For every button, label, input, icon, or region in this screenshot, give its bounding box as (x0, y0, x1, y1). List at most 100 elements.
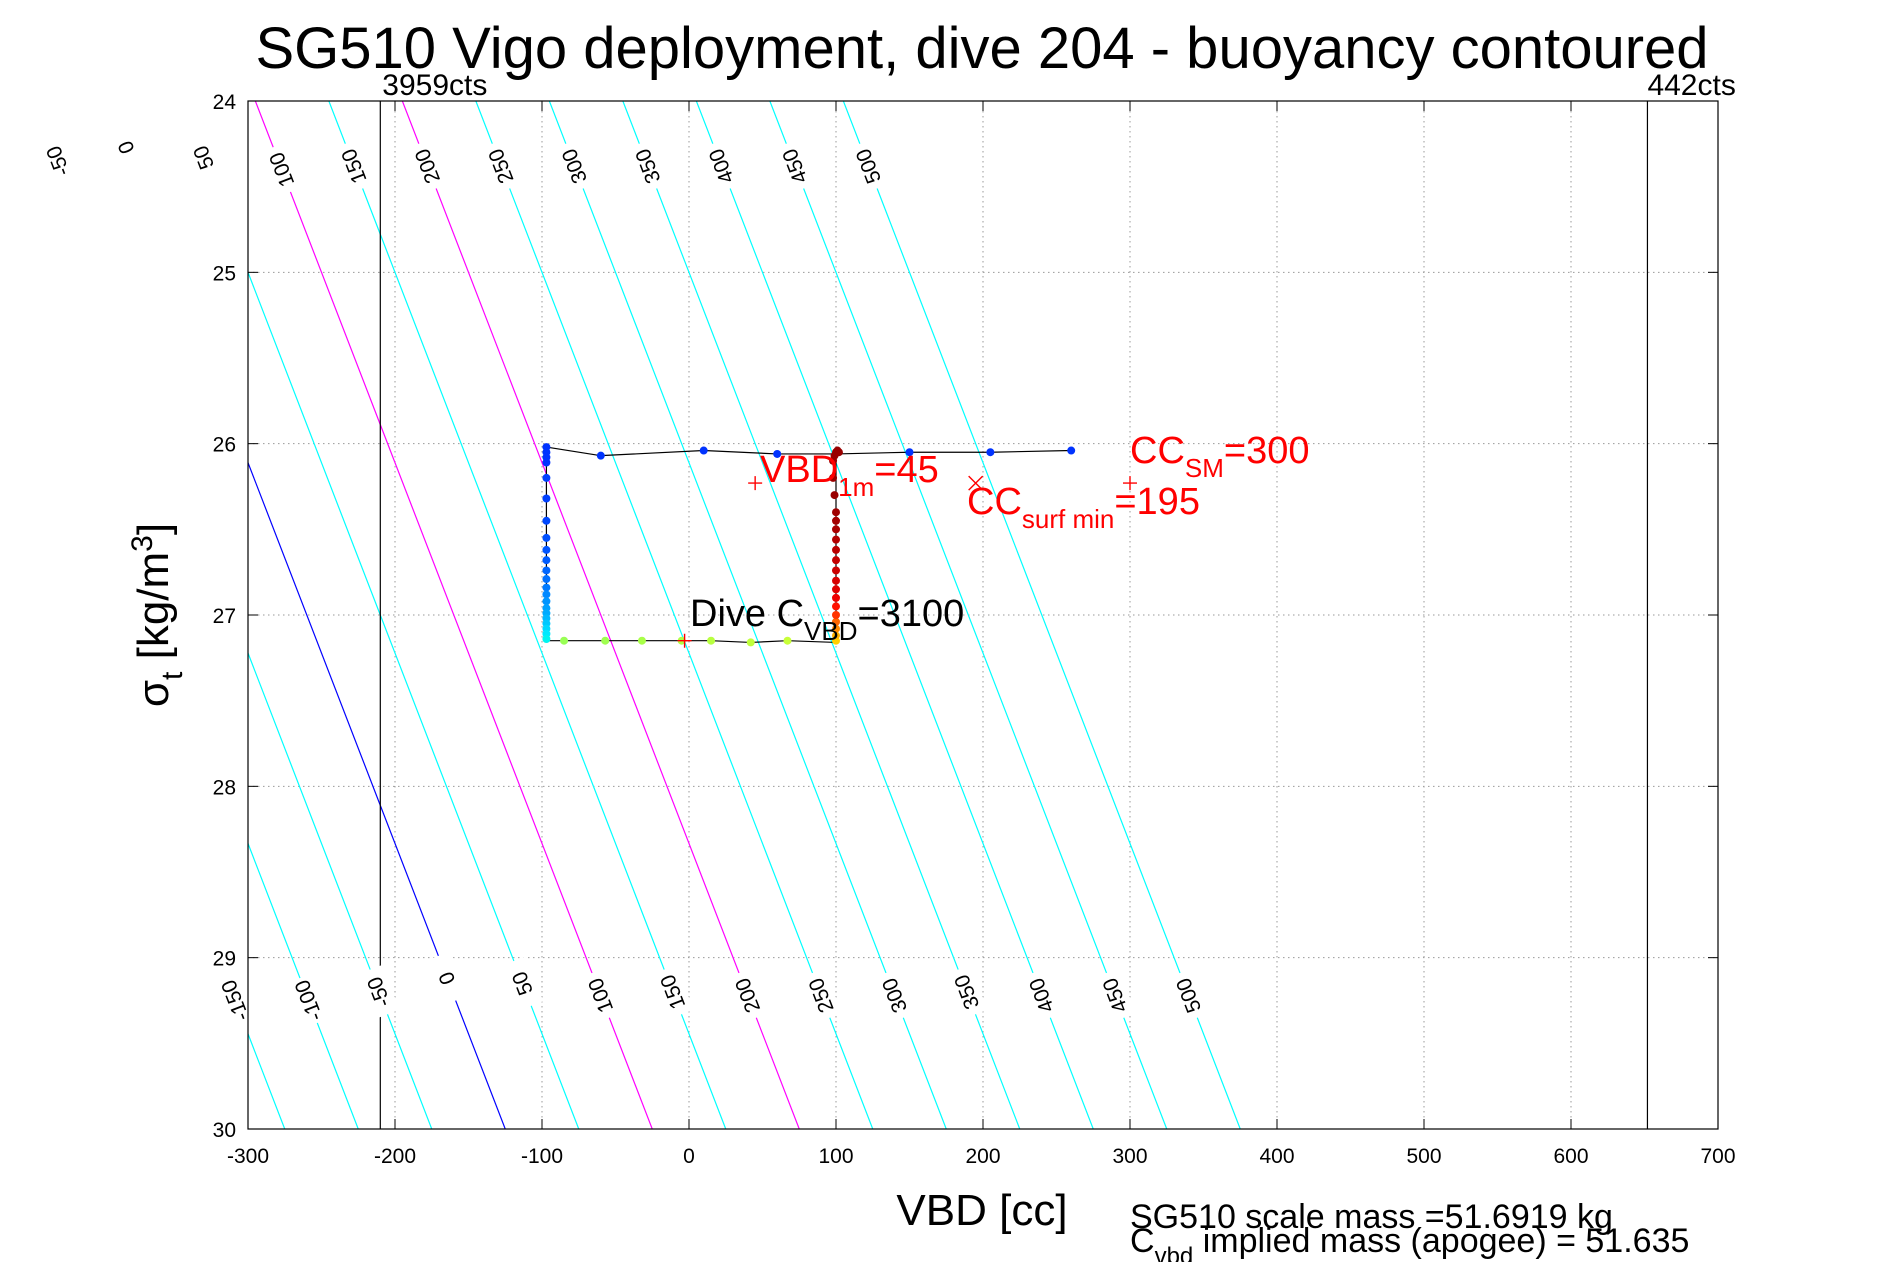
dive-point (832, 516, 840, 525)
dive-point (905, 448, 914, 457)
x-tick-label: -200 (374, 1145, 416, 1168)
contour-label-bg (182, 130, 225, 185)
dive-point (746, 638, 755, 647)
dive-point (986, 448, 995, 457)
dive-point (542, 473, 551, 482)
cc-sm-main: CC (1130, 430, 1185, 472)
vbd-limit-label: 442cts (1647, 69, 1735, 102)
dive-point (596, 451, 605, 460)
contour-label-bg (726, 968, 769, 1023)
dive-point-layer (542, 443, 1076, 647)
dive-point (1067, 446, 1076, 455)
x-tick-label: 100 (818, 1145, 853, 1168)
contour-label-layer: -400-350-300-250-200-150-100-50050100150… (0, 120, 1210, 1028)
dive-point (832, 631, 840, 640)
grid-layer (247, 100, 1719, 1130)
contour-layer (0, 101, 1241, 1129)
plus-marker (748, 476, 763, 491)
contour-line (475, 101, 874, 1129)
dive-point (699, 446, 708, 455)
dive-cvbd-annotation: Dive CVBD=3100 (690, 593, 964, 646)
contour-line (622, 101, 1021, 1129)
contour-line (401, 101, 800, 1129)
contour-line (248, 651, 433, 1129)
dive-point (832, 624, 840, 633)
y-axis-label-unit: [kg/m (129, 552, 178, 672)
contour-label-bg (406, 139, 449, 194)
dive-point (832, 556, 840, 565)
cc-sm-value: =300 (1224, 430, 1310, 472)
implied-mass-rest: implied mass (apogee) = 51.635 (1193, 1222, 1689, 1260)
contour-label-bg (214, 973, 256, 1028)
dive-trace-line (545, 446, 1072, 644)
dive-point (601, 636, 610, 645)
contour-label-bg (579, 968, 622, 1023)
implied-mass-main: C (1130, 1222, 1155, 1260)
vbd-1m-value: =45 (874, 449, 938, 491)
dive-point (542, 494, 551, 503)
contour-label-bg (1094, 968, 1136, 1023)
dive-point (637, 636, 646, 645)
contour-line (548, 101, 947, 1129)
vbd-1m-annotation: VBD1m=45 (760, 449, 939, 502)
x-marker (968, 475, 984, 491)
dive-point (832, 593, 840, 602)
contour-line (0, 101, 138, 1129)
implied-mass-text: Cvbd implied mass (apogee) = 51.635 (1130, 1222, 1689, 1262)
vbd-limit-label: 3959cts (382, 69, 487, 102)
contour-label-bg (105, 120, 147, 175)
y-axis-label: σt [kg/m3] (126, 523, 189, 707)
dive-cvbd-main: Dive C (690, 593, 804, 635)
dive-point (542, 583, 551, 592)
dive-point (829, 473, 838, 482)
y-tick-label: 28 (213, 776, 236, 799)
dive-trace-layer (545, 446, 1072, 644)
dive-point (832, 508, 840, 517)
plus-marker (1123, 476, 1137, 491)
marker-layer (677, 475, 1137, 648)
contour-label-bg (1020, 968, 1063, 1023)
plus-marker (677, 633, 692, 648)
contour-label-bg (287, 973, 330, 1028)
dive-point (832, 525, 840, 534)
contour-label-bg (480, 139, 522, 194)
contour-label-bg (358, 964, 400, 1020)
contour-line (769, 101, 1168, 1129)
x-tick-label: 400 (1259, 1145, 1294, 1168)
contour-line (842, 101, 1241, 1129)
x-tick-label: 600 (1553, 1145, 1588, 1168)
dive-point (832, 617, 840, 626)
cc-surf-min-sub: surf min (1022, 504, 1114, 534)
dive-point (542, 458, 551, 467)
dive-point (707, 636, 716, 645)
dive-point (542, 590, 551, 599)
tick-layer: -300 -200 -100 0 100 200 300 400 500 600 700 24 25 26… (213, 91, 1736, 1168)
dive-cvbd-sub: VBD (804, 616, 857, 646)
y-tick-label: 26 (213, 434, 236, 457)
contour-label-bg (0, 142, 9, 197)
y-tick-label: 27 (213, 605, 236, 628)
contour-label-bg (774, 139, 816, 194)
dive-point (542, 556, 551, 565)
contour-label-bg (1167, 968, 1210, 1023)
vbd-limit-layer: 3959cts 442cts (379, 69, 1736, 1129)
contour-line (328, 101, 727, 1129)
x-tick-label: 700 (1700, 1145, 1735, 1168)
dive-point (560, 636, 569, 645)
dive-point (832, 545, 840, 554)
contour-label-bg (501, 956, 544, 1011)
contour-label-bg (847, 139, 890, 194)
dive-point (542, 634, 551, 643)
dive-point (834, 448, 843, 457)
cc-surf-min-value: =195 (1114, 481, 1200, 523)
chart-title: SG510 Vigo deployment, dive 204 - buoyan… (255, 16, 1708, 81)
contour-label-bg (800, 968, 842, 1023)
cc-surf-min-main: CC (967, 481, 1022, 523)
x-tick-label: 0 (683, 1145, 695, 1168)
x-axis-label: VBD [cc] (896, 1186, 1067, 1235)
contour-label-bg (37, 133, 79, 189)
contour-label-bg (426, 951, 468, 1006)
dive-point (773, 449, 782, 458)
dive-point (542, 566, 551, 575)
y-axis-label-sup: 3 (126, 535, 159, 552)
